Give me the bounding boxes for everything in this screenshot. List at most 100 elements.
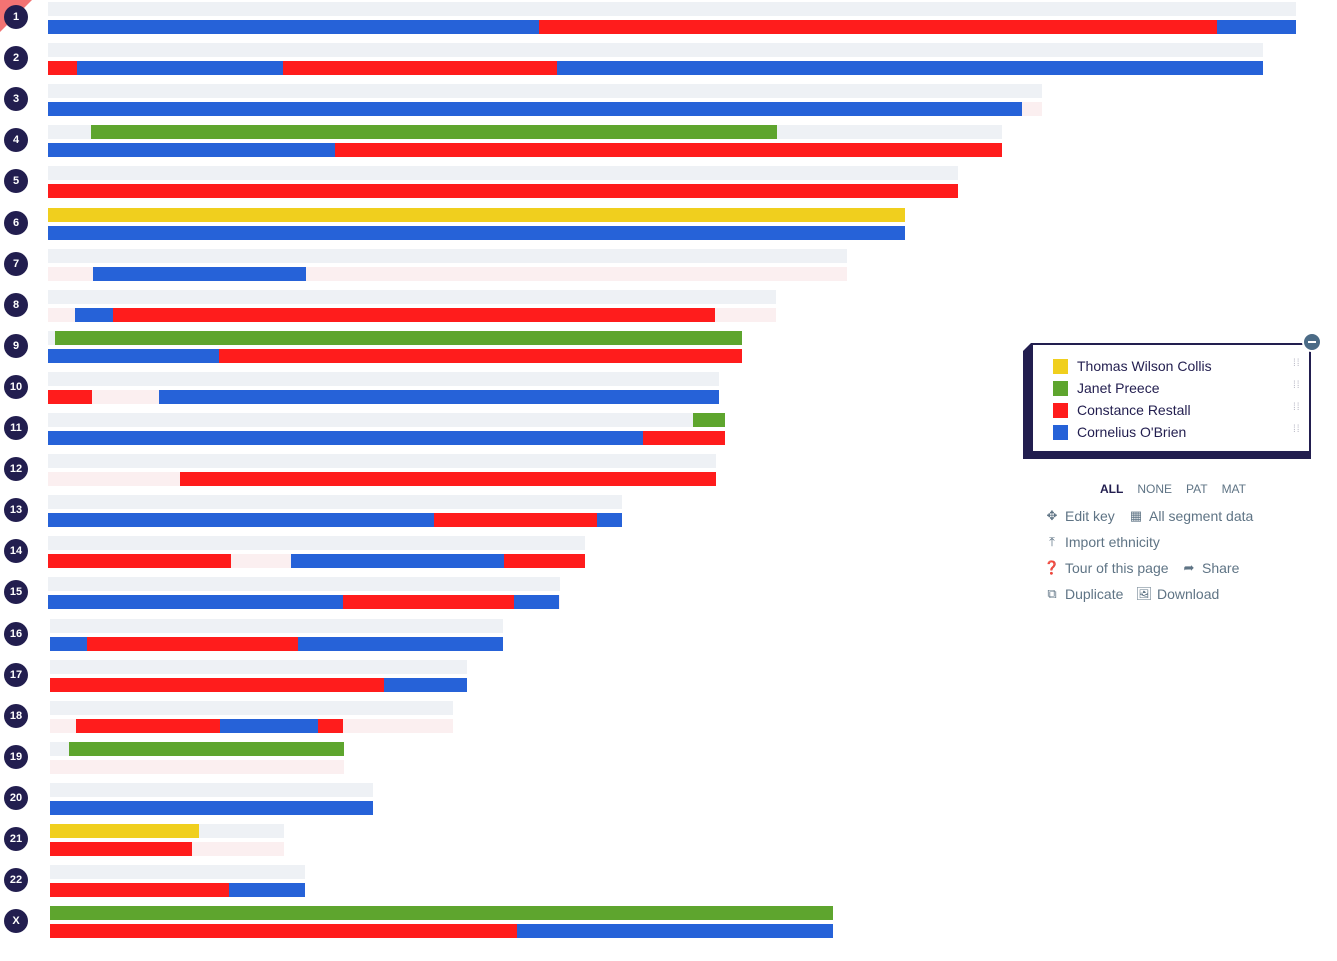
segment[interactable] — [557, 61, 1263, 76]
filter-all[interactable]: ALL — [1100, 482, 1124, 496]
segment[interactable] — [434, 513, 597, 528]
segment[interactable] — [48, 513, 434, 528]
mat-track[interactable] — [50, 677, 467, 692]
segment[interactable] — [48, 431, 643, 445]
mat-track[interactable] — [48, 554, 585, 569]
segment[interactable] — [50, 906, 833, 921]
segment[interactable] — [159, 389, 719, 404]
legend-item-cornelius[interactable]: Cornelius O'Brien — [1053, 423, 1186, 441]
pat-track[interactable] — [48, 371, 719, 386]
segment[interactable] — [298, 636, 503, 651]
segment[interactable] — [220, 718, 318, 733]
pat-track[interactable] — [50, 659, 467, 674]
segment[interactable] — [343, 595, 514, 610]
segment[interactable] — [514, 595, 559, 610]
segment[interactable] — [50, 677, 384, 692]
mat-track[interactable] — [48, 184, 958, 199]
segment[interactable] — [693, 413, 725, 427]
segment[interactable] — [48, 102, 1022, 117]
drag-handle-icon[interactable]: ⁞⁞ — [1293, 358, 1301, 369]
mat-track[interactable] — [48, 595, 560, 610]
segment[interactable] — [87, 636, 298, 651]
segment[interactable] — [283, 61, 557, 76]
pat-track[interactable] — [50, 782, 373, 797]
segment[interactable] — [219, 348, 742, 363]
segment[interactable] — [384, 677, 467, 692]
segment[interactable] — [48, 595, 343, 610]
mat-track[interactable] — [48, 348, 742, 363]
minus-icon[interactable] — [1302, 332, 1322, 352]
mat-track[interactable] — [50, 636, 503, 651]
segment[interactable] — [48, 207, 905, 222]
segment[interactable] — [50, 842, 192, 856]
segment[interactable] — [48, 348, 219, 363]
segment-data-button[interactable]: ▦ All segment data — [1129, 508, 1253, 524]
legend-item-thomas[interactable]: Thomas Wilson Collis — [1053, 357, 1212, 375]
segment[interactable] — [48, 554, 231, 569]
pat-track[interactable] — [48, 577, 560, 592]
segment[interactable] — [48, 61, 77, 76]
segment[interactable] — [504, 554, 585, 569]
segment[interactable] — [50, 800, 373, 815]
segment[interactable] — [48, 389, 92, 404]
segment[interactable] — [50, 636, 87, 651]
segment[interactable] — [50, 824, 199, 838]
segment[interactable] — [597, 513, 622, 528]
segment[interactable] — [291, 554, 504, 569]
drag-handle-icon[interactable]: ⁞⁞ — [1293, 424, 1301, 435]
pat-track[interactable] — [48, 248, 847, 263]
pat-track[interactable] — [48, 330, 742, 345]
mat-track[interactable] — [50, 800, 373, 815]
legend-item-constance[interactable]: Constance Restall — [1053, 401, 1191, 419]
pat-track[interactable] — [48, 2, 1296, 16]
segment[interactable] — [48, 184, 958, 199]
pat-track[interactable] — [48, 454, 716, 469]
mat-track[interactable] — [50, 883, 305, 898]
mat-track[interactable] — [48, 20, 1296, 34]
segment[interactable] — [93, 266, 306, 281]
pat-track[interactable] — [50, 741, 344, 756]
drag-handle-icon[interactable]: ⁞⁞ — [1293, 380, 1301, 391]
pat-track[interactable] — [48, 207, 905, 222]
segment[interactable] — [50, 924, 517, 939]
segment[interactable] — [318, 718, 343, 733]
segment[interactable] — [539, 20, 1217, 34]
segment[interactable] — [643, 431, 725, 445]
mat-track[interactable] — [48, 307, 776, 322]
pat-track[interactable] — [48, 166, 958, 181]
segment[interactable] — [229, 883, 305, 898]
mat-track[interactable] — [50, 759, 344, 774]
pat-track[interactable] — [48, 289, 776, 304]
mat-track[interactable] — [50, 718, 453, 733]
duplicate-button[interactable]: ⧉ Duplicate — [1045, 586, 1123, 602]
pat-track[interactable] — [50, 824, 284, 838]
segment[interactable] — [335, 143, 1002, 158]
pat-track[interactable] — [50, 865, 305, 880]
pat-track[interactable] — [50, 700, 453, 715]
pat-track[interactable] — [48, 84, 1042, 99]
mat-track[interactable] — [48, 61, 1263, 76]
segment[interactable] — [48, 225, 905, 240]
segment[interactable] — [55, 330, 742, 345]
mat-track[interactable] — [48, 389, 719, 404]
edit-key-button[interactable]: ✥ Edit key — [1045, 508, 1115, 524]
drag-handle-icon[interactable]: ⁞⁞ — [1293, 402, 1301, 413]
import-ethnicity-button[interactable]: ⤒ Import ethnicity — [1045, 534, 1160, 550]
segment[interactable] — [75, 307, 113, 322]
segment[interactable] — [517, 924, 833, 939]
segment[interactable] — [50, 883, 229, 898]
segment[interactable] — [48, 20, 539, 34]
mat-track[interactable] — [48, 513, 622, 528]
mat-track[interactable] — [50, 924, 833, 939]
pat-track[interactable] — [48, 43, 1263, 58]
tour-button[interactable]: ❓ Tour of this page — [1044, 560, 1169, 576]
segment[interactable] — [113, 307, 715, 322]
segment[interactable] — [48, 143, 335, 158]
pat-track[interactable] — [48, 495, 622, 510]
mat-track[interactable] — [48, 472, 716, 487]
share-button[interactable]: ➦ Share — [1182, 560, 1240, 576]
segment[interactable] — [180, 472, 716, 487]
download-button[interactable]: 🖼 Download — [1136, 586, 1220, 602]
pat-track[interactable] — [48, 536, 585, 551]
segment[interactable] — [69, 741, 344, 756]
